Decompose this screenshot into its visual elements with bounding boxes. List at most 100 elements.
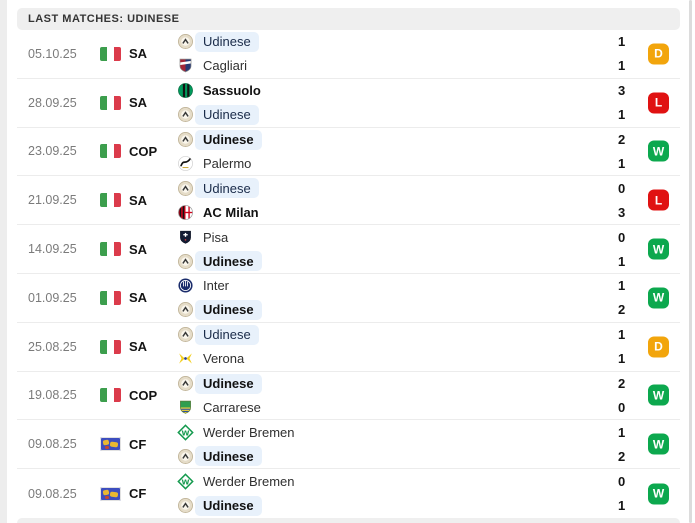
match-row[interactable]: 25.08.25 SA Udinese 1 Verona 1 D (17, 323, 680, 372)
result-badge: W (648, 287, 669, 309)
team-score: 1 (618, 58, 626, 74)
match-row[interactable]: 09.08.25 CF W Werder Bremen 1 Udinese 2 … (17, 420, 680, 470)
match-date: 01.09.25 (28, 290, 77, 305)
competition-code: SA (129, 241, 148, 257)
udinese-logo (177, 301, 194, 318)
team-score: 1 (618, 155, 626, 171)
match-date: 14.09.25 (28, 242, 77, 257)
match-date: 25.08.25 (28, 339, 77, 354)
match-row[interactable]: 14.09.25 SA Pisa 0 Udinese 1 W (17, 225, 680, 274)
competition-code: CF (129, 486, 147, 502)
italy-flag (100, 388, 121, 403)
italy-flag (100, 339, 121, 354)
verona-logo (177, 350, 194, 367)
team-score: 1 (618, 253, 626, 269)
team-score: 1 (618, 107, 626, 123)
team-score: 0 (618, 399, 626, 415)
team-name: Udinese (195, 31, 259, 52)
udinese-logo (177, 375, 194, 392)
match-row[interactable]: 21.09.25 SA Udinese 0 AC Milan 3 L (17, 176, 680, 226)
team-name: Werder Bremen (203, 424, 295, 440)
match-row[interactable]: 23.09.25 COP Udinese 2 Palermo 1 W (17, 128, 680, 177)
result-badge: L (648, 189, 669, 211)
team-score: 1 (618, 34, 626, 50)
match-date: 28.09.25 (28, 95, 77, 110)
match-row[interactable]: 19.08.25 COP Udinese 2 Carrarese 0 W (17, 372, 680, 421)
result-badge: W (648, 433, 669, 455)
competition-code: SA (129, 95, 148, 111)
milan-logo (177, 204, 194, 221)
team-score: 2 (618, 376, 626, 392)
match-row[interactable]: 05.10.25 SA Udinese 1 Cagliari 1 D (17, 30, 680, 79)
competition-code: COP (129, 143, 158, 159)
result-badge: D (648, 43, 669, 65)
sassuolo-logo (177, 82, 194, 99)
werder-logo: W (177, 424, 194, 441)
team-score: 1 (618, 327, 626, 343)
result-badge: W (648, 384, 669, 406)
competition-code: COP (129, 387, 158, 403)
result-badge: W (648, 483, 669, 505)
team-name: Pisa (203, 229, 229, 245)
competition-code: CF (129, 436, 147, 452)
home-team-line: Udinese 0 (177, 176, 680, 200)
match-row[interactable]: 28.09.25 SA Sassuolo 3 Udinese 1 L (17, 79, 680, 128)
udinese-logo (177, 33, 194, 50)
home-team-line: W Werder Bremen 1 (177, 420, 680, 444)
away-team-line: Udinese 2 (177, 298, 680, 322)
next-section-header (17, 517, 680, 523)
italy-flag (100, 144, 121, 159)
team-name: Udinese (195, 251, 262, 272)
away-team-line: Carrarese 0 (177, 395, 680, 419)
home-team-line: Udinese 2 (177, 128, 680, 152)
udinese-logo (177, 448, 194, 465)
team-score: 2 (618, 448, 626, 464)
carrarese-logo (177, 399, 194, 416)
italy-flag (100, 290, 121, 305)
world-flag (100, 486, 121, 501)
team-name: Udinese (195, 324, 259, 345)
team-name: Werder Bremen (203, 473, 295, 489)
team-score: 0 (618, 473, 626, 489)
away-team-line: Palermo 1 (177, 152, 680, 176)
competition-code: SA (129, 290, 148, 306)
palermo-logo (177, 155, 194, 172)
udinese-logo (177, 180, 194, 197)
section-header: LAST MATCHES: UDINESE (17, 8, 680, 30)
udinese-logo (177, 326, 194, 343)
section-title: LAST MATCHES: UDINESE (28, 13, 180, 25)
away-team-line: Cagliari 1 (177, 54, 680, 78)
match-date: 19.08.25 (28, 388, 77, 403)
home-team-line: Pisa 0 (177, 225, 680, 249)
home-team-line: Udinese 1 (177, 323, 680, 347)
team-name: Udinese (195, 129, 262, 150)
team-name: Udinese (195, 446, 262, 467)
scrollbar-track[interactable] (689, 0, 692, 523)
udinese-logo (177, 497, 194, 514)
match-row[interactable]: 01.09.25 SA Inter 1 Udinese 2 W (17, 274, 680, 323)
svg-text:W: W (182, 477, 190, 486)
competition-code: SA (129, 192, 148, 208)
italy-flag (100, 193, 121, 208)
team-score: 3 (618, 204, 626, 220)
team-score: 1 (618, 351, 626, 367)
competition-code: SA (129, 339, 148, 355)
italy-flag (100, 46, 121, 61)
team-score: 1 (618, 498, 626, 514)
result-badge: W (648, 238, 669, 260)
team-score: 3 (618, 83, 626, 99)
team-name: Udinese (195, 373, 262, 394)
match-row[interactable]: 09.08.25 CF W Werder Bremen 0 Udinese 1 … (17, 469, 680, 518)
team-score: 1 (618, 424, 626, 440)
team-score: 0 (618, 180, 626, 196)
team-name: Udinese (195, 178, 259, 199)
team-name: Palermo (203, 155, 252, 171)
udinese-logo (177, 106, 194, 123)
italy-flag (100, 95, 121, 110)
team-score: 2 (618, 132, 626, 148)
match-date: 09.08.25 (28, 437, 77, 452)
away-team-line: Udinese 1 (177, 494, 680, 518)
result-badge: W (648, 140, 669, 162)
svg-text:W: W (182, 428, 190, 437)
team-score: 1 (618, 278, 626, 294)
